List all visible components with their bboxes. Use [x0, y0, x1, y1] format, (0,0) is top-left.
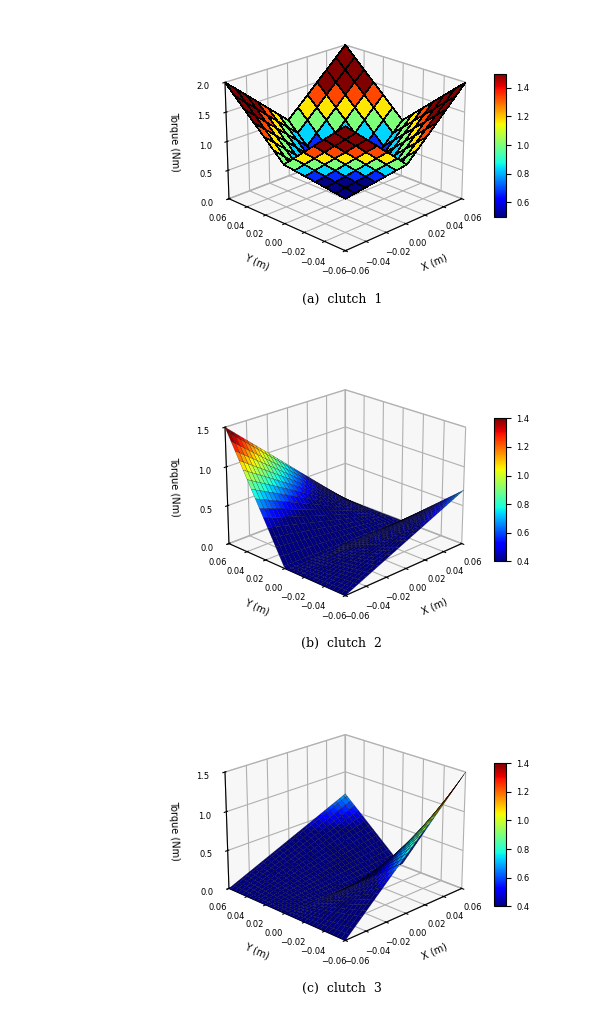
- Y-axis label: Y (m): Y (m): [242, 597, 271, 616]
- Y-axis label: Y (m): Y (m): [242, 252, 271, 271]
- X-axis label: X (m): X (m): [420, 941, 448, 962]
- Title: (a)  clutch  1: (a) clutch 1: [302, 293, 382, 306]
- Title: (c)  clutch  3: (c) clutch 3: [302, 983, 382, 995]
- X-axis label: X (m): X (m): [420, 596, 448, 616]
- X-axis label: X (m): X (m): [420, 252, 448, 272]
- Y-axis label: Y (m): Y (m): [242, 941, 271, 962]
- Title: (b)  clutch  2: (b) clutch 2: [301, 638, 383, 651]
